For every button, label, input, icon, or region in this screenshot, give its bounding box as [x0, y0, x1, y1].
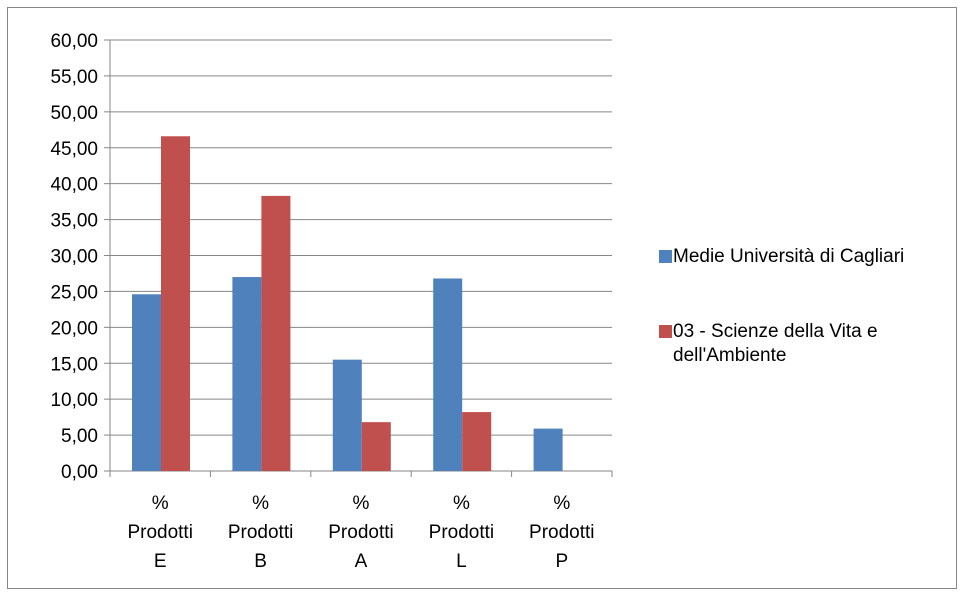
x-tick-label: % [453, 493, 470, 514]
x-tick-label: % [252, 493, 269, 514]
legend-label: Medie Università di Cagliari [673, 246, 905, 267]
x-tick-label: B [254, 551, 267, 572]
bar-medie [533, 428, 563, 471]
legend-swatch [659, 325, 672, 338]
x-tick-label: % [353, 493, 370, 514]
bar-scienze [261, 195, 291, 471]
x-tick-label: E [154, 551, 167, 572]
y-tick-label: 40,00 [50, 175, 98, 196]
y-tick-label: 5,00 [61, 426, 98, 447]
bar-medie [232, 277, 262, 471]
bar-scienze [462, 412, 492, 471]
bar-medie [433, 278, 463, 471]
y-tick-label: 20,00 [50, 318, 98, 339]
y-tick-label: 50,00 [50, 103, 98, 124]
y-tick-label: 10,00 [50, 390, 98, 411]
y-tick-label: 15,00 [50, 354, 98, 375]
y-tick-label: 55,00 [50, 67, 98, 88]
x-tick-label: Prodotti [127, 522, 192, 543]
y-tick-label: 25,00 [50, 282, 98, 303]
bar-scienze [161, 136, 190, 472]
x-tick-label: % [152, 493, 169, 514]
x-tick-label: A [355, 551, 368, 572]
x-tick-label: Prodotti [429, 522, 494, 543]
legend-swatch [659, 250, 672, 263]
x-tick-label: % [553, 493, 570, 514]
x-tick-label: Prodotti [328, 522, 393, 543]
bar-medie [332, 359, 362, 471]
x-tick-label: Prodotti [228, 522, 293, 543]
y-tick-label: 0,00 [61, 462, 98, 483]
bar-scienze [361, 422, 391, 471]
x-tick-label: L [456, 551, 467, 572]
x-tick-label: P [555, 551, 568, 572]
y-tick-label: 35,00 [50, 211, 98, 232]
legend-label: 03 - Scienze della Vita e dell'Ambiente [673, 321, 878, 366]
bar-medie [132, 294, 161, 471]
y-tick-label: 60,00 [50, 31, 98, 52]
y-tick-label: 30,00 [50, 247, 98, 268]
y-tick-label: 45,00 [50, 139, 98, 160]
x-tick-label: Prodotti [529, 522, 594, 543]
